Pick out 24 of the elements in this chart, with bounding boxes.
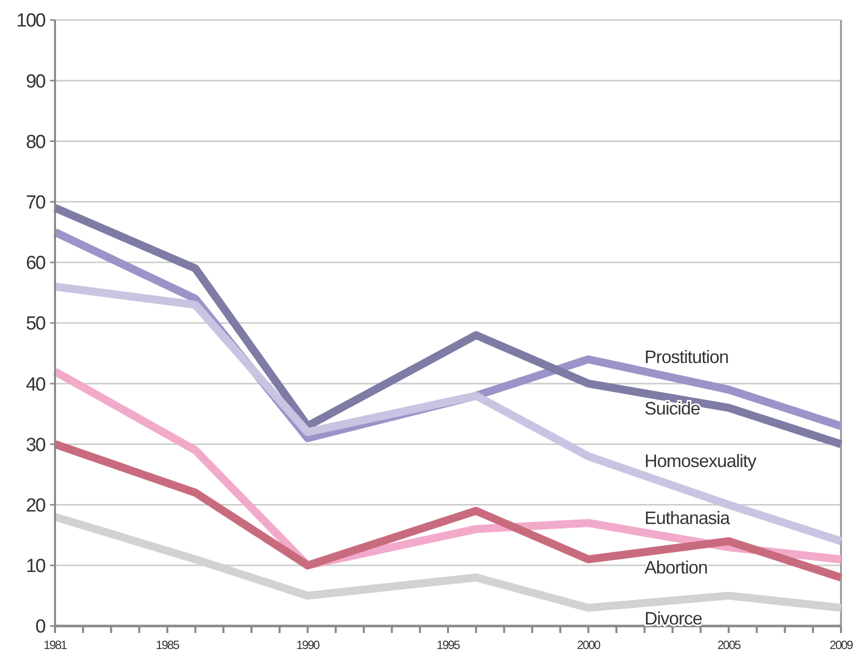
y-tick-label: 50 (26, 314, 46, 335)
x-tick-label: 1990 (296, 638, 320, 652)
y-tick-label: 20 (26, 495, 46, 516)
x-tick-label: 1985 (156, 638, 180, 652)
y-tick-label: 80 (26, 132, 46, 153)
x-tick-label: 1981 (44, 638, 68, 652)
series-label: Euthanasia (644, 508, 732, 528)
series-label: Abortion (644, 557, 708, 578)
x-tick-label: 1995 (436, 638, 461, 652)
series-label: Prostitution (644, 346, 729, 367)
y-tick-label: 30 (26, 434, 46, 456)
y-tick-label: 90 (26, 71, 46, 92)
y-tick-label: 0 (35, 616, 46, 638)
series-label: Homosexuality (644, 451, 757, 472)
x-tick-label: 2000 (577, 638, 602, 652)
series-label: Divorce (644, 608, 703, 628)
series-label: Suicide (644, 398, 701, 419)
y-tick-label: 10 (26, 556, 46, 578)
y-tick-label: 40 (26, 374, 46, 396)
y-tick-label: 70 (26, 192, 46, 214)
y-tick-label: 60 (26, 253, 46, 274)
x-tick-label: 2005 (717, 638, 742, 652)
x-tick-label: 2009 (830, 638, 854, 652)
y-tick-label: 100 (16, 10, 46, 32)
